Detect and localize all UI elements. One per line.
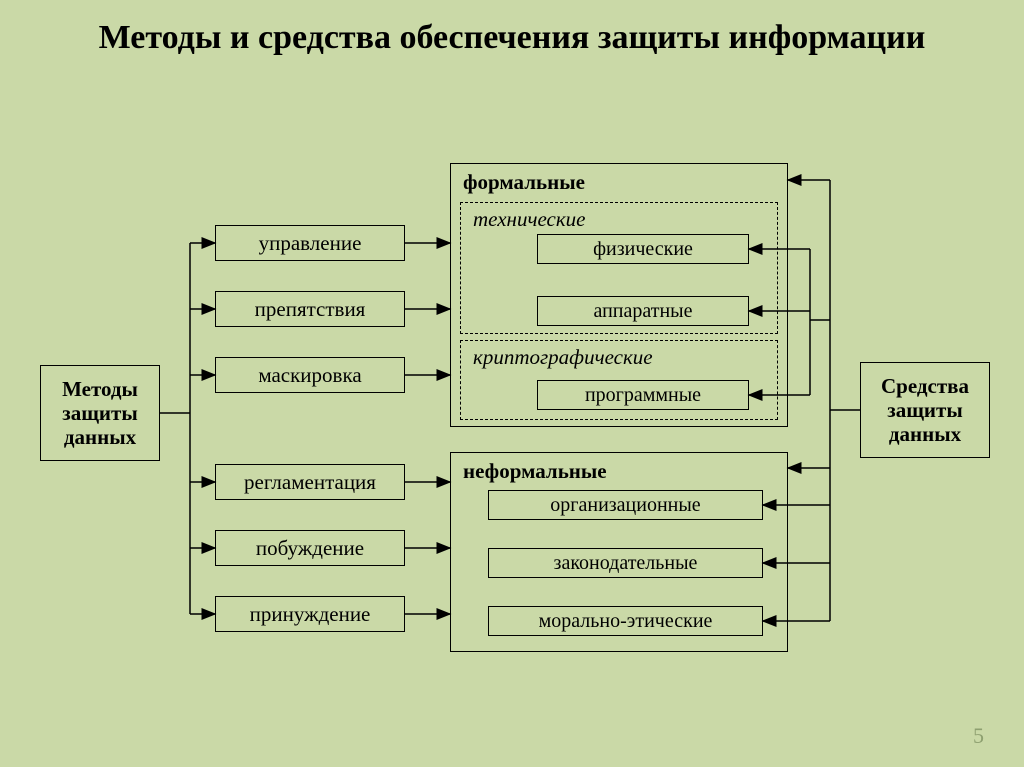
- method-box-2: маскировка: [215, 357, 405, 393]
- method-box-1: препятствия: [215, 291, 405, 327]
- page-title: Методы и средства обеспечения защиты инф…: [0, 18, 1024, 57]
- means-legislative: законодательные: [488, 548, 763, 578]
- method-box-5: принуждение: [215, 596, 405, 632]
- group-cryptographic-label: криптографические: [473, 345, 653, 370]
- method-box-0: управление: [215, 225, 405, 261]
- means-moral: морально-этические: [488, 606, 763, 636]
- means-hardware: аппаратные: [537, 296, 749, 326]
- method-box-3: регламентация: [215, 464, 405, 500]
- group-technical-label: технические: [473, 207, 585, 232]
- means-organizational: организационные: [488, 490, 763, 520]
- methods-root-box: Методызащитыданных: [40, 365, 160, 461]
- group-formal-label: формальные: [463, 170, 585, 195]
- means-root-box: Средствазащитыданных: [860, 362, 990, 458]
- means-physical: физические: [537, 234, 749, 264]
- page-number: 5: [973, 723, 984, 749]
- group-informal-label: неформальные: [463, 459, 607, 484]
- method-box-4: побуждение: [215, 530, 405, 566]
- means-software: программные: [537, 380, 749, 410]
